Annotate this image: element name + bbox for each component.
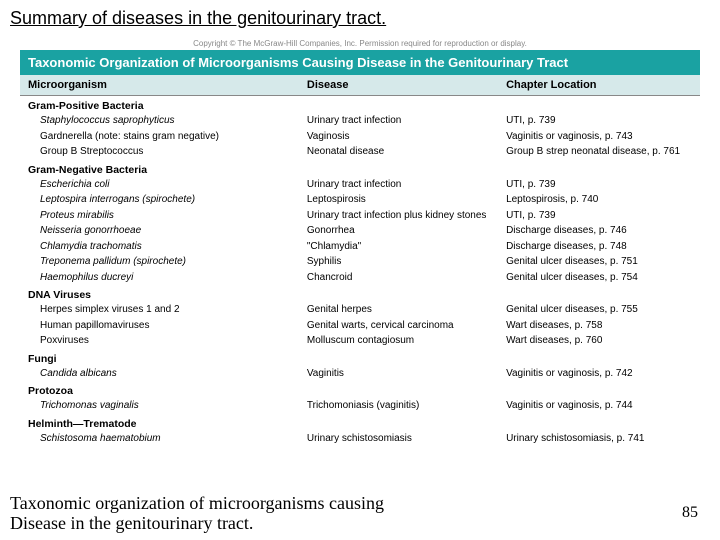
table-container: Copyright © The McGraw-Hill Companies, I…	[20, 37, 700, 446]
table-header-row: Microorganism Disease Chapter Location	[20, 75, 700, 96]
cell-microorganism: Escherichia coli	[28, 178, 307, 192]
section-header: Helminth—Trematode	[20, 414, 700, 431]
cell-microorganism: Neisseria gonorrhoeae	[28, 224, 307, 238]
cell-disease: Genital herpes	[307, 303, 506, 317]
cell-disease: Trichomoniasis (vaginitis)	[307, 399, 506, 413]
cell-chapter: UTI, p. 739	[506, 209, 692, 223]
caption-line-2: Disease in the genitourinary tract.	[10, 513, 384, 534]
cell-disease: Urinary tract infection	[307, 178, 506, 192]
cell-chapter: Vaginitis or vaginosis, p. 742	[506, 367, 692, 381]
cell-chapter: Wart diseases, p. 760	[506, 334, 692, 348]
cell-chapter: Genital ulcer diseases, p. 754	[506, 271, 692, 285]
cell-microorganism: Trichomonas vaginalis	[28, 399, 307, 413]
header-microorganism: Microorganism	[28, 79, 307, 91]
page-number: 85	[682, 504, 698, 522]
section-header: Gram-Negative Bacteria	[20, 160, 700, 177]
cell-microorganism: Human papillomaviruses	[28, 319, 307, 333]
table-row: Leptospira interrogans (spirochete)Lepto…	[20, 192, 700, 208]
table-row: Schistosoma haematobiumUrinary schistoso…	[20, 431, 700, 447]
cell-disease: Neonatal disease	[307, 145, 506, 159]
section-header: Gram-Positive Bacteria	[20, 96, 700, 113]
section-header: DNA Viruses	[20, 285, 700, 302]
header-disease: Disease	[307, 79, 506, 91]
cell-microorganism: Herpes simplex viruses 1 and 2	[28, 303, 307, 317]
cell-disease: Molluscum contagiosum	[307, 334, 506, 348]
cell-microorganism: Proteus mirabilis	[28, 209, 307, 223]
slide-title: Summary of diseases in the genitourinary…	[0, 0, 720, 33]
table-row: Neisseria gonorrhoeaeGonorrheaDischarge …	[20, 223, 700, 239]
header-chapter: Chapter Location	[506, 79, 692, 91]
cell-chapter: Urinary schistosomiasis, p. 741	[506, 432, 692, 446]
cell-disease: Leptospirosis	[307, 193, 506, 207]
cell-microorganism: Group B Streptococcus	[28, 145, 307, 159]
cell-chapter: Vaginitis or vaginosis, p. 744	[506, 399, 692, 413]
cell-chapter: Leptospirosis, p. 740	[506, 193, 692, 207]
cell-microorganism: Poxviruses	[28, 334, 307, 348]
cell-disease: Syphilis	[307, 255, 506, 269]
table-row: Herpes simplex viruses 1 and 2Genital he…	[20, 302, 700, 318]
cell-microorganism: Treponema pallidum (spirochete)	[28, 255, 307, 269]
cell-microorganism: Haemophilus ducreyi	[28, 271, 307, 285]
cell-disease: Urinary schistosomiasis	[307, 432, 506, 446]
table-row: Treponema pallidum (spirochete)SyphilisG…	[20, 254, 700, 270]
cell-chapter: Genital ulcer diseases, p. 751	[506, 255, 692, 269]
cell-chapter: UTI, p. 739	[506, 178, 692, 192]
cell-disease: Vaginitis	[307, 367, 506, 381]
cell-chapter: Discharge diseases, p. 746	[506, 224, 692, 238]
cell-disease: Genital warts, cervical carcinoma	[307, 319, 506, 333]
copyright-text: Copyright © The McGraw-Hill Companies, I…	[20, 37, 700, 50]
cell-chapter: Group B strep neonatal disease, p. 761	[506, 145, 692, 159]
table-row: Escherichia coliUrinary tract infectionU…	[20, 177, 700, 193]
table-banner: Taxonomic Organization of Microorganisms…	[20, 50, 700, 75]
cell-disease: Vaginosis	[307, 130, 506, 144]
cell-disease: Gonorrhea	[307, 224, 506, 238]
section-header: Protozoa	[20, 381, 700, 398]
cell-chapter: UTI, p. 739	[506, 114, 692, 128]
cell-chapter: Discharge diseases, p. 748	[506, 240, 692, 254]
cell-microorganism: Schistosoma haematobium	[28, 432, 307, 446]
section-header: Fungi	[20, 349, 700, 366]
cell-microorganism: Leptospira interrogans (spirochete)	[28, 193, 307, 207]
bottom-caption: Taxonomic organization of microorganisms…	[10, 493, 384, 534]
table-row: Human papillomavirusesGenital warts, cer…	[20, 318, 700, 334]
cell-disease: Urinary tract infection	[307, 114, 506, 128]
cell-chapter: Vaginitis or vaginosis, p. 743	[506, 130, 692, 144]
table-body: Gram-Positive BacteriaStaphylococcus sap…	[20, 96, 700, 446]
table-row: Haemophilus ducreyiChancroidGenital ulce…	[20, 270, 700, 286]
table-row: Group B StreptococcusNeonatal diseaseGro…	[20, 144, 700, 160]
table-row: Gardnerella (note: stains gram negative)…	[20, 129, 700, 145]
table-row: Candida albicansVaginitisVaginitis or va…	[20, 366, 700, 382]
cell-disease: Chancroid	[307, 271, 506, 285]
cell-chapter: Genital ulcer diseases, p. 755	[506, 303, 692, 317]
table-row: Staphylococcus saprophyticusUrinary trac…	[20, 113, 700, 129]
cell-microorganism: Chlamydia trachomatis	[28, 240, 307, 254]
cell-microorganism: Gardnerella (note: stains gram negative)	[28, 130, 307, 144]
cell-microorganism: Staphylococcus saprophyticus	[28, 114, 307, 128]
cell-microorganism: Candida albicans	[28, 367, 307, 381]
table-row: Proteus mirabilisUrinary tract infection…	[20, 208, 700, 224]
cell-disease: "Chlamydia"	[307, 240, 506, 254]
caption-line-1: Taxonomic organization of microorganisms…	[10, 493, 384, 514]
table-row: Trichomonas vaginalisTrichomoniasis (vag…	[20, 398, 700, 414]
cell-disease: Urinary tract infection plus kidney ston…	[307, 209, 506, 223]
table-row: Chlamydia trachomatis"Chlamydia"Discharg…	[20, 239, 700, 255]
cell-chapter: Wart diseases, p. 758	[506, 319, 692, 333]
table-row: PoxvirusesMolluscum contagiosumWart dise…	[20, 333, 700, 349]
